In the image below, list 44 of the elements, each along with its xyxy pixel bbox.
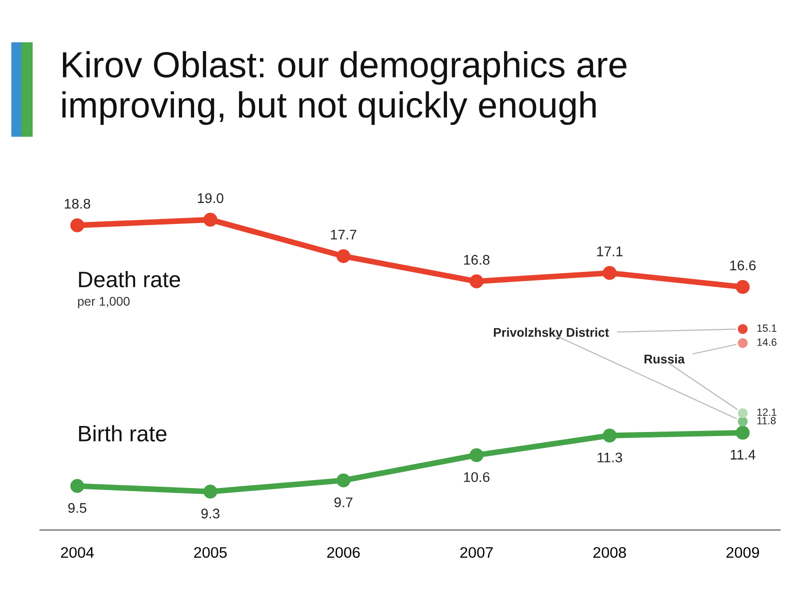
text: Privolzhsky District xyxy=(494,328,609,340)
x-tick-label: 2004 xyxy=(61,547,94,558)
x-tick-label: 2008 xyxy=(593,547,626,558)
point xyxy=(736,426,750,440)
point xyxy=(738,338,748,348)
data-label: 15.1 xyxy=(757,324,776,332)
series-label: Death rate xyxy=(79,271,180,288)
data-label: 11.4 xyxy=(730,450,756,460)
text: Russia xyxy=(644,354,685,364)
data-label: 16.6 xyxy=(730,260,756,270)
point xyxy=(602,266,617,280)
point xyxy=(738,408,748,418)
x-tick-label: 2007 xyxy=(460,547,493,558)
x-tick-label: 2006 xyxy=(327,547,360,558)
data-label: 12.1 xyxy=(757,408,776,416)
data-label: 18.8 xyxy=(64,198,90,209)
series-label: Birth rate xyxy=(79,425,166,442)
point xyxy=(70,479,84,493)
data-label: 16.8 xyxy=(464,254,490,265)
point xyxy=(470,448,484,462)
point xyxy=(203,484,218,499)
point xyxy=(70,218,84,232)
data-label: 17.1 xyxy=(597,246,622,256)
chart-title: Kirov Oblast: our demographics are improving, but not quickly enough xyxy=(62,51,626,125)
data-label: 11.3 xyxy=(598,452,622,462)
point xyxy=(738,324,748,334)
data-label: 10.6 xyxy=(464,472,490,482)
data-label: 9.7 xyxy=(334,497,352,508)
point xyxy=(736,280,750,294)
x-tick-label: 2005 xyxy=(194,547,227,558)
data-label: 14.6 xyxy=(757,338,776,346)
data-label: 17.7 xyxy=(331,230,356,240)
point xyxy=(336,473,350,488)
point xyxy=(602,428,617,442)
x-tick-label: 2009 xyxy=(726,547,760,558)
data-label: 19.0 xyxy=(198,193,224,204)
data-label: 9.5 xyxy=(68,503,86,513)
data-label: 9.3 xyxy=(201,508,220,518)
data-label: 11.8 xyxy=(757,416,776,424)
point xyxy=(203,212,218,227)
point xyxy=(336,249,350,264)
point xyxy=(470,274,484,288)
point xyxy=(738,416,748,426)
annotation: per 1,000 xyxy=(78,296,130,308)
